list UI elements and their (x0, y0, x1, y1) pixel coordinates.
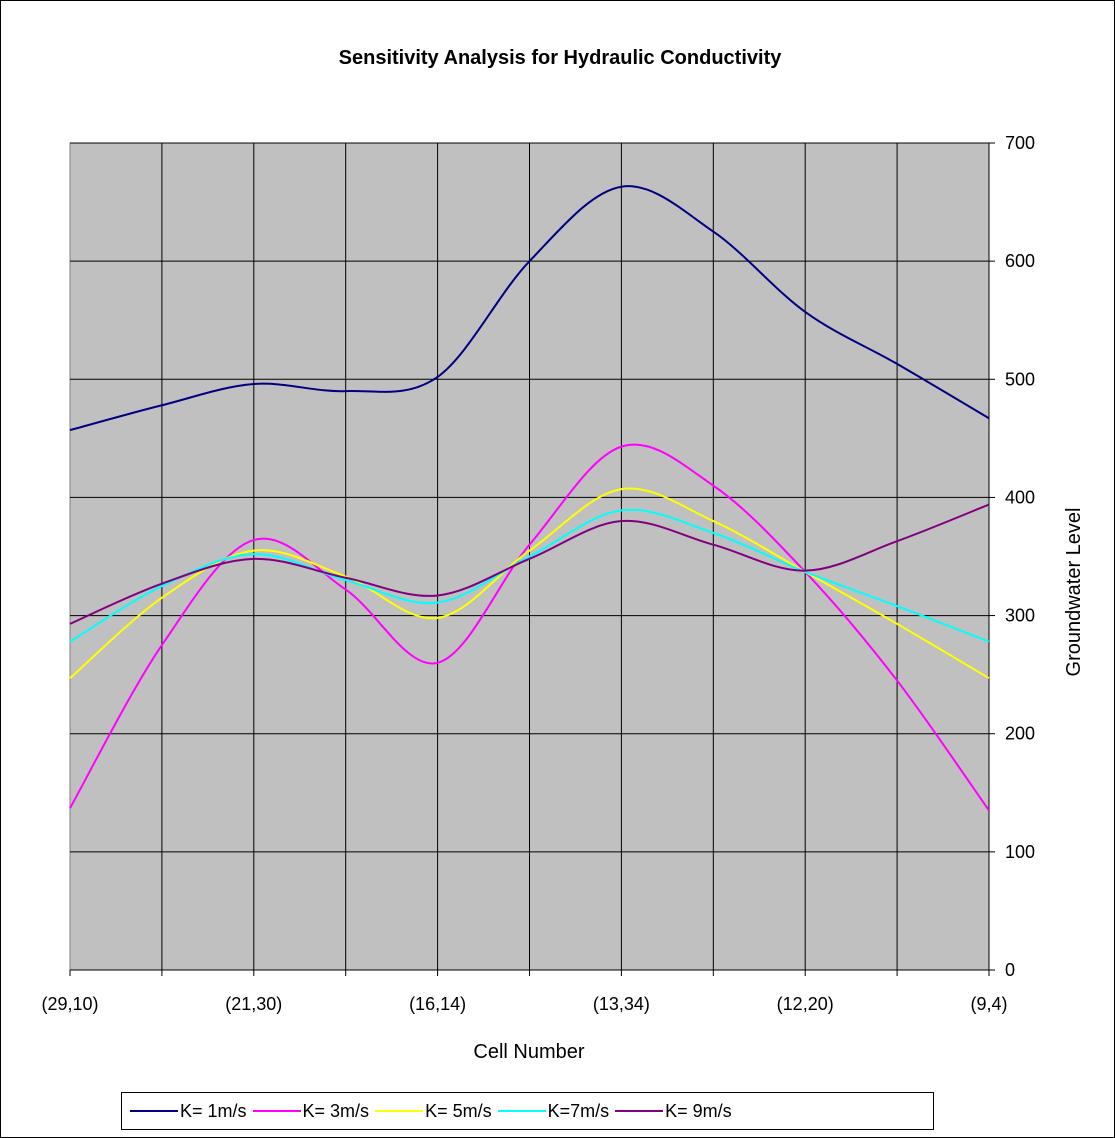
series-line-1 (69, 443, 990, 812)
legend-swatch (615, 1110, 664, 1112)
series-line-4 (69, 503, 990, 625)
legend-swatch (375, 1110, 424, 1112)
y-tick-label: 0 (1005, 960, 1015, 980)
x-tick-label: (12,20) (777, 994, 834, 1014)
legend-swatch (497, 1110, 546, 1112)
x-tick-label: (21,30) (225, 994, 282, 1014)
y-tick-label: 300 (1005, 606, 1035, 626)
legend-label: K= 9m/s (665, 1100, 732, 1121)
legend-label: K= 5m/s (425, 1100, 492, 1121)
legend-item: K= 3m/s (252, 1100, 370, 1122)
x-tick-label: (29,10) (41, 994, 98, 1014)
series-line-3 (69, 508, 990, 643)
legend-item: K=7m/s (497, 1100, 610, 1122)
x-tick-label: (16,14) (409, 994, 466, 1014)
x-axis-title: Cell Number (473, 1041, 584, 1063)
legend-item: K= 5m/s (375, 1101, 492, 1122)
legend-swatch (130, 1110, 178, 1112)
y-tick-label: 200 (1005, 724, 1035, 744)
x-tick-label: (9,4) (970, 994, 1007, 1014)
y-axis-title: Groundwater Level (1063, 508, 1085, 677)
plot-area: (29,10) (21,30) (16,14) (13,34) (12,20) (9,4)… (41, 133, 1035, 1014)
legend-label: K=7m/s (547, 1100, 610, 1121)
y-tick-label: 400 (1005, 487, 1035, 507)
y-tick-label: 600 (1005, 251, 1035, 271)
y-tick-label: 700 (1005, 133, 1035, 153)
series-line-0 (69, 185, 990, 432)
legend-item: K= 1m/s (130, 1101, 247, 1122)
y-tick-label: 100 (1005, 842, 1035, 862)
legend-item: K= 9m/s (615, 1101, 732, 1122)
legend-label: K= 1m/s (180, 1100, 247, 1121)
legend-swatch (252, 1110, 301, 1112)
chart-title: Sensitivity Analysis for Hydraulic Condu… (339, 47, 783, 69)
legend: K= 1m/s K= 3m/s K= 5m/s K=7m/s K= 9m/s (121, 1092, 934, 1130)
x-tick-label: (13,34) (593, 994, 650, 1014)
legend-label: K= 3m/s (302, 1100, 370, 1121)
y-tick-label: 500 (1005, 369, 1035, 389)
